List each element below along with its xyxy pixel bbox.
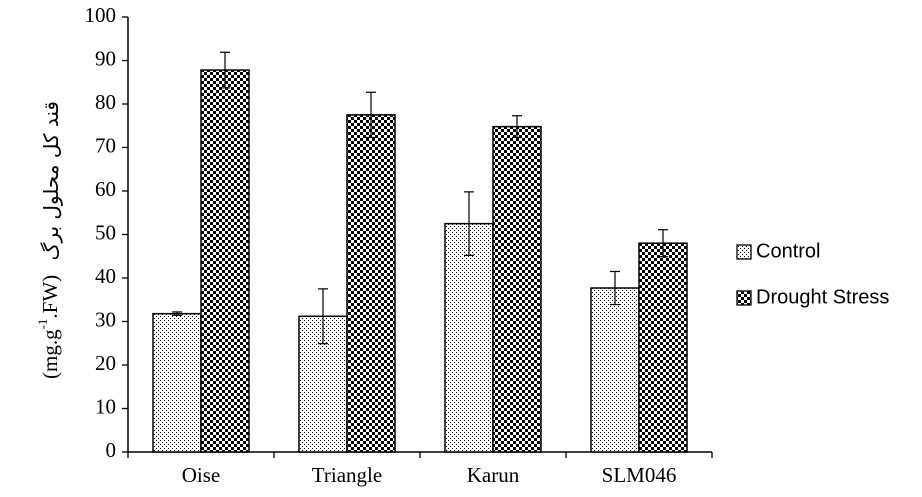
y-axis-label-unit: (mg.g-1.FW) bbox=[35, 275, 61, 379]
error-bars bbox=[172, 51, 668, 345]
y-tick-label: 70 bbox=[95, 133, 116, 157]
bars bbox=[152, 69, 688, 453]
y-tick-label: 30 bbox=[95, 307, 116, 331]
bar-drought-stress bbox=[346, 114, 396, 453]
y-tick-label: 40 bbox=[95, 264, 116, 288]
legend-swatch bbox=[736, 244, 752, 260]
y-tick-label: 50 bbox=[95, 220, 116, 244]
x-category-label: Karun bbox=[467, 463, 520, 487]
legend-swatch bbox=[736, 290, 752, 306]
legend: Control Drought Stress bbox=[736, 240, 889, 308]
y-tick-label: 10 bbox=[95, 394, 116, 418]
bar-drought-stress bbox=[492, 125, 542, 453]
bar-drought-stress bbox=[200, 69, 250, 453]
legend-label: Control bbox=[756, 240, 820, 262]
bar-control bbox=[444, 222, 494, 453]
svg-text:(mg.g-1.FW) قند کل محلول: (mg.g-1.FW) قند کل محلول برگ bbox=[35, 101, 62, 379]
x-category-label: Triangle bbox=[312, 463, 382, 487]
x-category-label: SLM046 bbox=[602, 463, 677, 487]
y-tick-label: 0 bbox=[106, 438, 117, 462]
y-axis-ticks: 0 10 20 30 40 50 60 70 80 90 100 bbox=[85, 3, 128, 462]
y-tick-label: 90 bbox=[95, 46, 116, 70]
bar-control bbox=[590, 287, 640, 453]
legend-label: Drought Stress bbox=[756, 286, 889, 308]
bar-drought-stress bbox=[638, 242, 688, 453]
x-category-label: Oise bbox=[182, 463, 221, 487]
y-axis-label: (mg.g-1.FW) قند کل محلول برگ bbox=[35, 101, 62, 379]
y-tick-label: 60 bbox=[95, 177, 116, 201]
y-tick-label: 100 bbox=[85, 3, 117, 27]
y-tick-label: 80 bbox=[95, 90, 116, 114]
y-tick-label: 20 bbox=[95, 351, 116, 375]
y-axis-label-persian: قند کل محلول برگ bbox=[39, 101, 63, 260]
bar-control bbox=[152, 312, 202, 453]
x-axis-categories: Oise Triangle Karun SLM046 bbox=[127, 452, 713, 487]
